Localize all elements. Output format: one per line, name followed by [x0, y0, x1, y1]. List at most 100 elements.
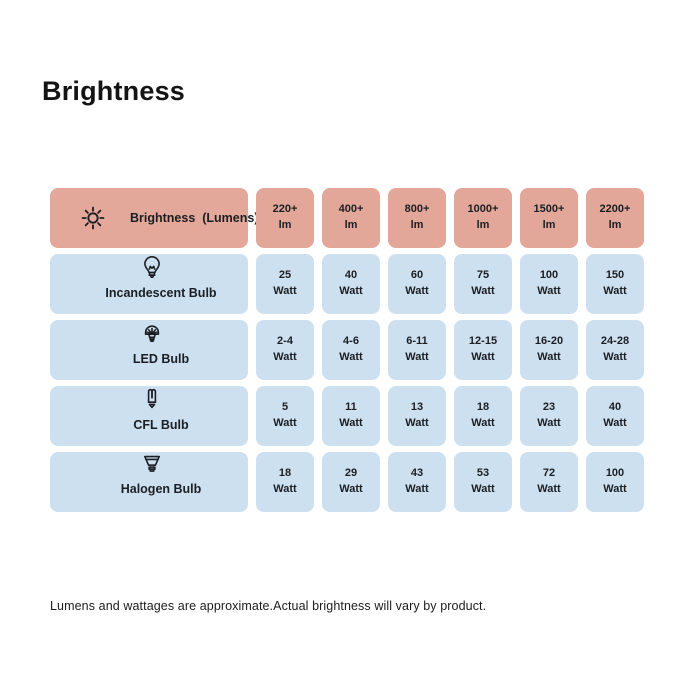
watt-value: 6-11 — [406, 335, 428, 348]
watt-unit: Watt — [273, 351, 297, 363]
watt-unit: Watt — [339, 417, 363, 429]
cell-halogen-1500: 72 Watt — [520, 452, 578, 512]
watt-value: 13 — [410, 401, 424, 414]
cell-halogen-800: 43 Watt — [388, 452, 446, 512]
footnote: Lumens and wattages are approximate.Actu… — [50, 599, 487, 613]
row-label-cfl: CFL Bulb — [50, 386, 248, 446]
watt-value: 40 — [344, 269, 358, 282]
cell-halogen-400: 29 Watt — [322, 452, 380, 512]
watt-unit: Watt — [471, 351, 495, 363]
incandescent-bulb-icon — [133, 254, 171, 284]
header-cell-2200: 2200+ lm — [586, 188, 644, 248]
watt-unit: Watt — [603, 351, 627, 363]
lumen-value: 2200+ — [599, 203, 631, 216]
watt-value: 4-6 — [343, 335, 359, 348]
cell-led-220: 2-4 Watt — [256, 320, 314, 380]
lumen-unit: lm — [608, 219, 622, 231]
cell-led-1500: 16-20 Watt — [520, 320, 578, 380]
cell-incandescent-400: 40 Watt — [322, 254, 380, 314]
header-cell-1500: 1500+ lm — [520, 188, 578, 248]
header-cell-400: 400+ lm — [322, 188, 380, 248]
watt-value: 43 — [410, 467, 424, 480]
row-label-led: LED Bulb — [50, 320, 248, 380]
watt-unit: Watt — [405, 285, 429, 297]
watt-value: 53 — [476, 467, 490, 480]
header-label: Brightness (Lumens) — [130, 210, 259, 225]
cfl-bulb-icon — [133, 386, 171, 416]
watt-unit: Watt — [405, 351, 429, 363]
watt-unit: Watt — [405, 483, 429, 495]
lumen-unit: lm — [542, 219, 556, 231]
watt-value: 60 — [410, 269, 424, 282]
row-label: Incandescent Bulb — [105, 286, 217, 300]
watt-unit: Watt — [405, 417, 429, 429]
lumen-value: 1500+ — [533, 203, 565, 216]
header-label-cell: Brightness (Lumens) — [50, 188, 259, 248]
header-cell-800: 800+ lm — [388, 188, 446, 248]
row-label-incandescent: Incandescent Bulb — [50, 254, 248, 314]
cell-led-1000: 12-15 Watt — [454, 320, 512, 380]
lumen-unit: lm — [278, 219, 292, 231]
watt-value: 100 — [539, 269, 559, 282]
lumen-value: 800+ — [404, 203, 430, 216]
watt-unit: Watt — [273, 483, 297, 495]
lumen-value: 220+ — [272, 203, 298, 216]
watt-unit: Watt — [273, 285, 297, 297]
row-label: CFL Bulb — [133, 418, 189, 432]
watt-value: 72 — [542, 467, 556, 480]
lumen-unit: lm — [410, 219, 424, 231]
watt-value: 100 — [605, 467, 625, 480]
cell-cfl-220: 5 Watt — [256, 386, 314, 446]
watt-unit: Watt — [339, 483, 363, 495]
watt-value: 18 — [278, 467, 292, 480]
watt-value: 12-15 — [468, 335, 498, 348]
halogen-bulb-icon — [133, 452, 171, 480]
watt-value: 18 — [476, 401, 490, 414]
header-cell-1000: 1000+ lm — [454, 188, 512, 248]
row-label-halogen: Halogen Bulb — [50, 452, 248, 512]
watt-unit: Watt — [273, 417, 297, 429]
cell-cfl-1500: 23 Watt — [520, 386, 578, 446]
watt-unit: Watt — [471, 483, 495, 495]
page-title: Brightness — [42, 76, 186, 107]
watt-unit: Watt — [537, 285, 561, 297]
cell-incandescent-2200: 150 Watt — [586, 254, 644, 314]
brightness-table: Brightness (Lumens) 220+ lm 400+ lm 800+… — [50, 188, 644, 512]
watt-unit: Watt — [603, 483, 627, 495]
lumen-unit: lm — [344, 219, 358, 231]
cell-halogen-1000: 53 Watt — [454, 452, 512, 512]
cell-incandescent-1500: 100 Watt — [520, 254, 578, 314]
lumen-value: 400+ — [338, 203, 364, 216]
cell-cfl-800: 13 Watt — [388, 386, 446, 446]
watt-value: 25 — [278, 269, 292, 282]
watt-value: 23 — [542, 401, 556, 414]
cell-led-2200: 24-28 Watt — [586, 320, 644, 380]
cell-incandescent-800: 60 Watt — [388, 254, 446, 314]
sun-brightness-icon — [74, 205, 112, 231]
cell-incandescent-1000: 75 Watt — [454, 254, 512, 314]
watt-value: 24-28 — [600, 335, 630, 348]
cell-halogen-220: 18 Watt — [256, 452, 314, 512]
cell-halogen-2200: 100 Watt — [586, 452, 644, 512]
watt-unit: Watt — [537, 417, 561, 429]
watt-unit: Watt — [471, 417, 495, 429]
cell-led-400: 4-6 Watt — [322, 320, 380, 380]
watt-unit: Watt — [537, 483, 561, 495]
row-label: LED Bulb — [132, 352, 190, 366]
watt-value: 2-4 — [277, 335, 293, 348]
watt-unit: Watt — [471, 285, 495, 297]
lumen-value: 1000+ — [467, 203, 499, 216]
watt-value: 29 — [344, 467, 358, 480]
watt-unit: Watt — [339, 351, 363, 363]
watt-value: 40 — [608, 401, 622, 414]
watt-unit: Watt — [537, 351, 561, 363]
row-label: Halogen Bulb — [120, 482, 202, 496]
watt-value: 11 — [345, 401, 357, 414]
watt-value: 75 — [476, 269, 490, 282]
watt-unit: Watt — [603, 285, 627, 297]
watt-value: 16-20 — [534, 335, 564, 348]
led-bulb-icon — [133, 320, 171, 350]
watt-value: 5 — [281, 401, 289, 414]
watt-value: 150 — [605, 269, 625, 282]
cell-led-800: 6-11 Watt — [388, 320, 446, 380]
